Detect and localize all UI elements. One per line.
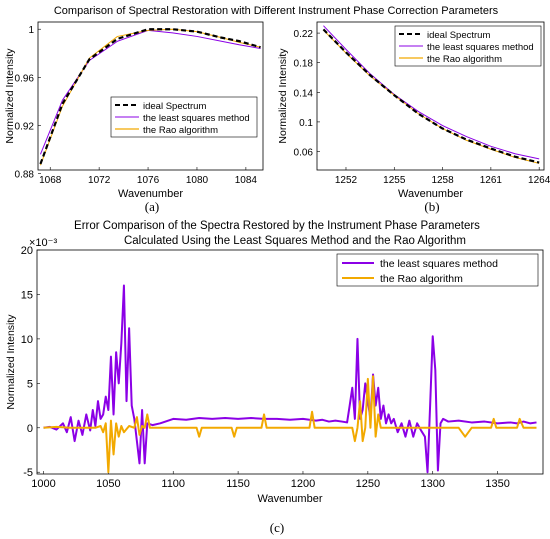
x-tick-label: 1000 bbox=[31, 478, 55, 490]
x-tick-label: 1050 bbox=[96, 478, 120, 490]
y-tick-label: 0.92 bbox=[15, 121, 35, 132]
series-line-least-squares bbox=[43, 284, 537, 474]
y-tick-label: 5 bbox=[27, 378, 33, 390]
y-tick-label: -5 bbox=[23, 467, 33, 479]
panel-a-legend: ideal Spectrum the least squares method … bbox=[110, 96, 258, 138]
y-tick-label: 0.1 bbox=[299, 118, 313, 129]
panel-a-letter: (a) bbox=[145, 199, 159, 214]
y-tick-label: 1 bbox=[28, 25, 34, 36]
x-tick-label: 1072 bbox=[88, 175, 111, 186]
panel-a-series bbox=[39, 28, 261, 166]
y-tick-label: 0.88 bbox=[15, 170, 35, 181]
panel-c: Error Comparison of the Spectra Restored… bbox=[5, 220, 544, 535]
panel-a-ylabel: Normalized Intensity bbox=[4, 48, 16, 144]
x-tick-label: 1150 bbox=[226, 478, 250, 490]
series-line-least-squares bbox=[323, 25, 540, 160]
panel-c-title-line-2: Calculated Using the Least Squares Metho… bbox=[124, 235, 466, 247]
x-tick-label: 1250 bbox=[356, 478, 380, 490]
y-tick-label: 0.96 bbox=[15, 73, 35, 84]
panel-c-title-line-1: Error Comparison of the Spectra Restored… bbox=[74, 220, 480, 232]
series-line-ideal bbox=[322, 28, 540, 164]
x-tick-label: 1264 bbox=[528, 175, 550, 186]
panel-c-axes bbox=[36, 249, 544, 475]
panel-c-scale-label: ×10⁻³ bbox=[29, 237, 57, 249]
panel-b-series bbox=[322, 25, 540, 164]
panel-c-xlabel: Wavenumber bbox=[257, 493, 322, 505]
panel-b-legend-ideal: ideal Spectrum bbox=[427, 30, 490, 41]
x-tick-label: 1200 bbox=[291, 478, 315, 490]
y-tick-label: 15 bbox=[21, 289, 33, 301]
x-tick-label: 1261 bbox=[480, 175, 503, 186]
panel-a-legend-ls: the least squares method bbox=[143, 113, 250, 124]
x-tick-label: 1068 bbox=[39, 175, 62, 186]
panel-b-axes bbox=[316, 21, 545, 171]
y-tick-label: 0.22 bbox=[294, 29, 314, 40]
x-tick-label: 1350 bbox=[485, 478, 509, 490]
panel-a-legend-rao: the Rao algorithm bbox=[143, 125, 218, 136]
y-tick-label: 0.06 bbox=[294, 148, 314, 159]
panel-b-legend: ideal Spectrum the least squares method … bbox=[394, 25, 542, 67]
x-tick-label: 1100 bbox=[161, 478, 185, 490]
panel-c-ticks: 1000 1050 1100 1150 1200 1250 1300 1350 -5 0 5 10 15… bbox=[21, 245, 510, 490]
x-tick-label: 1255 bbox=[383, 175, 406, 186]
panel-a-legend-ideal: ideal Spectrum bbox=[143, 101, 206, 112]
panel-c-legend: the least squares method the Rao algorit… bbox=[336, 253, 539, 287]
y-tick-label: 0.18 bbox=[294, 59, 314, 70]
y-tick-label: 0 bbox=[27, 423, 33, 435]
y-tick-label: 10 bbox=[21, 334, 33, 346]
panel-b-ylabel: Normalized Intensity bbox=[277, 48, 289, 144]
x-tick-label: 1084 bbox=[235, 175, 258, 186]
panel-c-series bbox=[43, 284, 537, 474]
panel-c-letter: (c) bbox=[270, 520, 284, 535]
panel-a-xlabel: Wavenumber bbox=[118, 188, 183, 200]
panel-c-ylabel: Normalized Intensity bbox=[5, 314, 17, 410]
figure-title: Comparison of Spectral Restoration with … bbox=[54, 5, 499, 17]
series-line-ideal bbox=[39, 28, 261, 165]
panel-b-legend-rao: the Rao algorithm bbox=[427, 54, 502, 65]
x-tick-label: 1252 bbox=[335, 175, 358, 186]
panel-a: 1068 1072 1076 1080 1084 0.88 0.92 0.96 1 Wavenu… bbox=[4, 21, 264, 214]
x-tick-label: 1258 bbox=[431, 175, 454, 186]
panel-a-ticks: 1068 1072 1076 1080 1084 0.88 0.92 0.96 1 bbox=[15, 25, 258, 186]
panel-b: 1252 1255 1258 1261 12640.060.10.140.180.22 … bbox=[277, 21, 550, 214]
x-tick-label: 1076 bbox=[137, 175, 160, 186]
panel-c-legend-ls: the least squares method bbox=[380, 258, 498, 270]
panel-b-xlabel: Wavenumber bbox=[398, 188, 463, 200]
panel-b-ticks: 1252 1255 1258 1261 1264 0.06 0.1 0.14 0.18 0.22 bbox=[294, 29, 550, 186]
y-tick-label: 0.14 bbox=[294, 88, 314, 99]
panel-a-axes bbox=[37, 21, 264, 171]
series-line-rao bbox=[43, 375, 537, 474]
x-tick-label: 1080 bbox=[186, 175, 209, 186]
panel-b-letter: (b) bbox=[424, 199, 439, 214]
panel-b-legend-ls: the least squares method bbox=[427, 42, 534, 53]
panel-c-legend-rao: the Rao algorithm bbox=[380, 273, 463, 285]
y-tick-label: 20 bbox=[21, 245, 33, 257]
x-tick-label: 1300 bbox=[420, 478, 444, 490]
